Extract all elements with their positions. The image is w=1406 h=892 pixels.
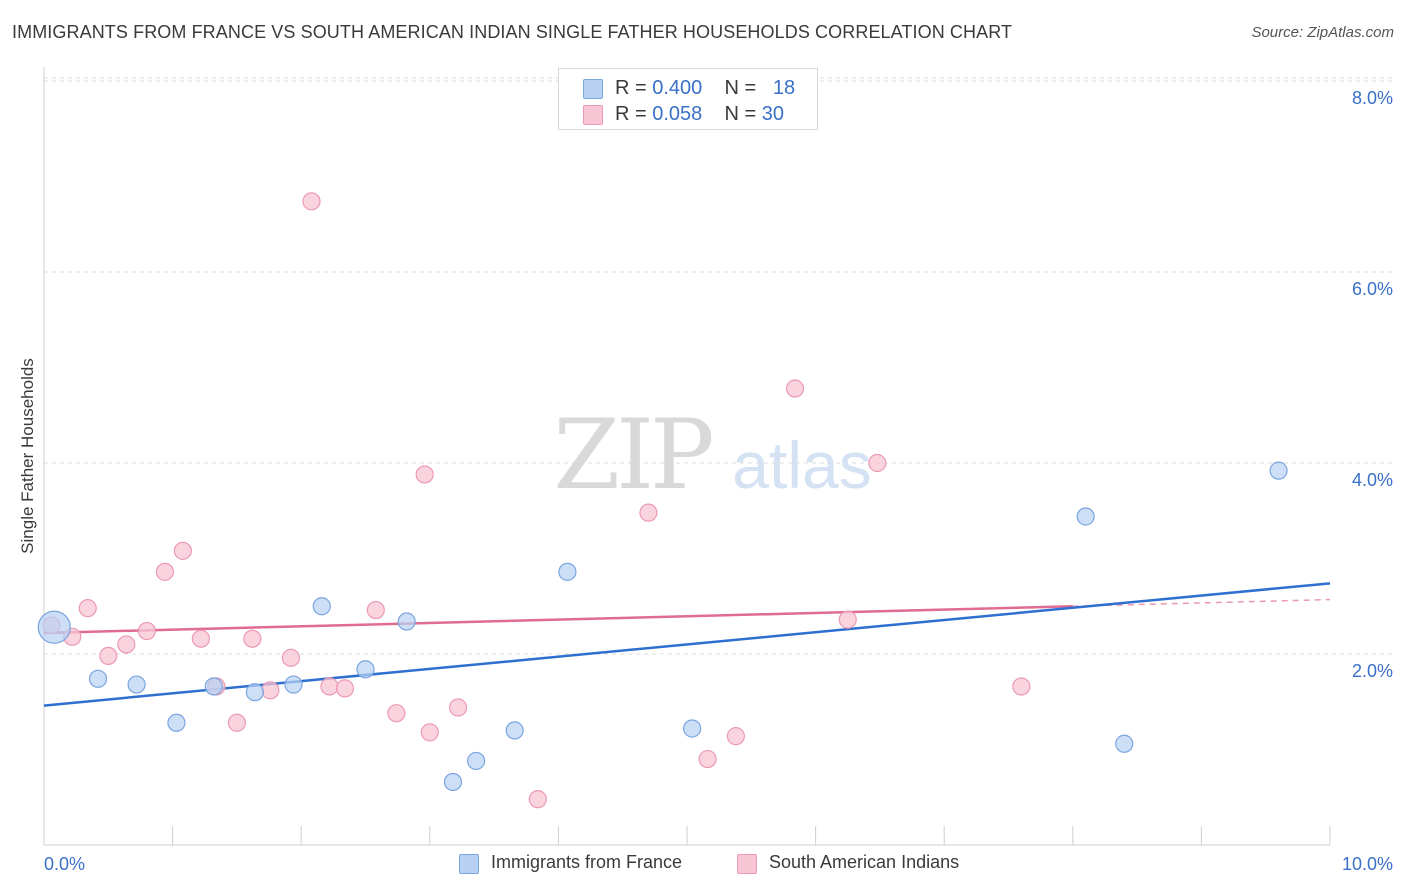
- trend-line-sai: [43, 605, 1073, 635]
- data-point-france: [1115, 734, 1134, 753]
- data-point-sai: [173, 541, 192, 560]
- data-point-sai: [78, 599, 97, 618]
- data-point-sai: [420, 723, 439, 742]
- data-point-france: [127, 675, 146, 694]
- y-tick-label: 4.0%: [1352, 470, 1393, 490]
- data-point-sai: [528, 790, 547, 809]
- watermark-zip: ZIP: [553, 399, 712, 511]
- data-point-sai: [448, 698, 468, 717]
- pink-swatch: [737, 854, 757, 874]
- data-point-france: [1076, 507, 1095, 526]
- watermark-atlas: atlas: [732, 428, 871, 502]
- blue-swatch: [583, 79, 603, 99]
- y-tick-label: 6.0%: [1352, 279, 1393, 299]
- y-tick-label: 8.0%: [1352, 88, 1393, 108]
- data-point-sai: [227, 713, 246, 732]
- data-point-france: [284, 675, 303, 694]
- data-point-sai: [698, 749, 717, 769]
- data-point-sai: [320, 677, 339, 696]
- x-tick-label-min: 0.0%: [44, 854, 85, 874]
- legend-label: Immigrants from France: [491, 852, 683, 872]
- data-point-sai: [838, 610, 857, 629]
- data-point-france: [88, 669, 108, 688]
- data-point-france: [505, 721, 524, 740]
- pink-swatch: [583, 105, 603, 125]
- chart-title: IMMIGRANTS FROM FRANCE VS SOUTH AMERICAN…: [12, 22, 1013, 42]
- trend-line-france: [43, 582, 1331, 707]
- data-point-sai: [99, 646, 118, 666]
- r-label: R =: [615, 77, 647, 99]
- data-point-sai: [785, 379, 805, 398]
- data-point-france: [466, 751, 486, 771]
- trend-line-sai-extension: [1072, 598, 1331, 607]
- n-label: N =: [724, 77, 757, 99]
- x-tick-label-max: 10.0%: [1342, 854, 1393, 874]
- data-point-sai: [366, 600, 385, 620]
- data-point-france: [558, 562, 577, 581]
- data-point-sai: [261, 681, 280, 700]
- data-point-france: [245, 683, 265, 702]
- legend-label: South American Indians: [769, 852, 960, 872]
- data-point-sai: [1012, 677, 1031, 696]
- data-point-france: [37, 610, 71, 644]
- data-point-france: [356, 660, 375, 679]
- data-point-sai: [243, 629, 262, 648]
- chart-source: Source: ZipAtlas.com: [1251, 24, 1394, 41]
- n-value: 18: [772, 77, 796, 99]
- data-point-france: [1269, 461, 1288, 480]
- data-point-sai: [191, 629, 210, 648]
- data-point-sai: [868, 453, 887, 473]
- data-point-france: [167, 713, 186, 732]
- r-value: 0.400: [652, 77, 703, 99]
- data-point-france: [312, 597, 331, 616]
- data-point-sai: [281, 648, 301, 667]
- data-point-france: [443, 772, 463, 792]
- watermark: ZIP atlas: [553, 399, 871, 511]
- y-tick-label: 2.0%: [1352, 661, 1393, 681]
- data-point-sai: [726, 727, 745, 746]
- stats-legend: R = 0.400 N = 18 R = 0.058 N = 30: [558, 68, 818, 130]
- data-point-sai: [387, 704, 406, 723]
- blue-swatch: [459, 854, 479, 874]
- y-tick-labels: 2.0% 4.0% 6.0% 8.0%: [1352, 88, 1393, 681]
- data-point-sai: [302, 192, 321, 211]
- axes: [43, 67, 1331, 846]
- data-point-sai: [117, 635, 136, 654]
- x-tick-labels: 0.0% 10.0%: [44, 854, 1393, 874]
- data-point-france: [683, 719, 702, 738]
- trend-lines: [43, 582, 1331, 707]
- r-value: 0.058: [652, 103, 703, 125]
- data-point-france: [397, 612, 416, 631]
- n-value: 30: [761, 103, 785, 125]
- n-label: N =: [724, 103, 757, 125]
- grid-lines: [44, 77, 1393, 655]
- r-label: R =: [615, 103, 647, 125]
- data-point-france: [204, 677, 223, 696]
- data-point-sai: [415, 465, 434, 484]
- data-points: [37, 192, 1288, 809]
- data-point-sai: [137, 621, 156, 641]
- data-point-sai: [639, 503, 658, 522]
- data-point-sai: [155, 562, 174, 581]
- data-point-sai: [335, 679, 355, 698]
